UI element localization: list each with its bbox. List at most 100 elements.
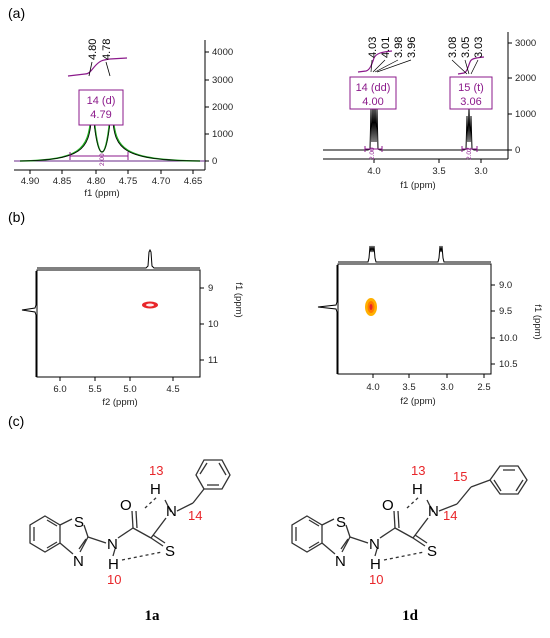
atom-n: N [335, 553, 346, 570]
atom-s: S [74, 514, 84, 531]
peak-label: 4.03 [367, 37, 379, 58]
panel-b-left-2d-spectrum: 9 10 11 f1 (ppm) 6.0 5.5 5.0 4.5 f2 (ppm… [21, 248, 244, 408]
y-ticks: 4000 3000 2000 1000 0 [205, 47, 233, 167]
y-axis-label: f1 (ppm) [233, 282, 244, 317]
multiplet-label: 14 (dd) [356, 82, 391, 94]
x-tick-label: 4.90 [21, 176, 40, 187]
spectrum-trace [19, 113, 201, 162]
x-tick-label: 4.80 [87, 176, 106, 187]
integral-region [461, 146, 478, 152]
y-tick-label: 4000 [212, 47, 233, 58]
atom-n: N [369, 536, 380, 553]
atom-number: 15 [453, 469, 467, 484]
x-axis-label: f1 (ppm) [84, 188, 119, 199]
atom-h: H [412, 481, 423, 498]
y-tick-label: 2000 [212, 102, 233, 113]
atom-number: 13 [149, 463, 163, 478]
x-axis-label: f2 (ppm) [102, 397, 137, 408]
x-tick-label: 4.0 [366, 382, 379, 393]
multiplet-label: 15 (t) [458, 82, 484, 94]
integral-value: 2.00 [369, 147, 376, 160]
y-tick-label: 3000 [212, 75, 233, 86]
y-tick-label: 3000 [515, 38, 536, 49]
x-tick-label: 5.5 [88, 384, 101, 395]
panel-a-left-spectrum: 4000 3000 2000 1000 0 4.90 4.85 4.80 4.7… [14, 39, 233, 199]
left-projection [317, 265, 338, 374]
y-tick-label: 1000 [212, 129, 233, 140]
y-ticks: 3000 2000 1000 0 [508, 38, 536, 156]
multiplet-box [449, 76, 493, 110]
x-tick-label: 3.5 [432, 166, 445, 177]
multiplet-box [78, 89, 124, 126]
y-ticks: 9.0 9.5 10.0 10.5 [491, 280, 518, 370]
y-axis-label: f1 (ppm) [532, 304, 543, 339]
atom-h: H [150, 481, 161, 498]
panel-label-b: (b) [8, 209, 25, 225]
atom-number: 14 [443, 508, 457, 523]
atom-n: N [428, 503, 439, 520]
y-tick-label: 9.5 [499, 306, 512, 317]
multiplet-box [349, 76, 397, 110]
atom-number: 10 [369, 572, 383, 587]
integral-value: 2.02 [466, 147, 473, 160]
peak-labels: 3.08 3.05 3.03 [447, 37, 485, 75]
peak-label: 3.08 [447, 37, 459, 58]
y-tick-label: 2000 [515, 73, 536, 84]
atom-s: S [165, 543, 175, 560]
x-tick-label: 6.0 [53, 384, 66, 395]
phenyl-ring [489, 465, 528, 495]
x-ticks: 4.90 4.85 4.80 4.75 4.70 4.65 [21, 170, 203, 187]
peak-label: 4.80 [87, 39, 99, 60]
top-projection [338, 245, 491, 263]
atom-n: N [166, 503, 177, 520]
x-axis-label: f2 (ppm) [400, 396, 435, 407]
top-projection [37, 248, 200, 269]
hydrogen-bond [383, 551, 425, 561]
y-tick-label: 0 [212, 156, 217, 167]
compound-label: 1a [145, 608, 161, 624]
peak-label: 3.03 [473, 37, 485, 58]
peak-labels: 4.03 4.01 3.98 3.96 [367, 37, 418, 73]
y-tick-label: 1000 [515, 109, 536, 120]
y-tick-label: 11 [208, 355, 218, 366]
peak-labels: 4.80 4.78 [87, 39, 113, 77]
hydrogen-bond [144, 495, 159, 509]
x-ticks: 4.0 3.5 3.0 [367, 159, 488, 177]
multiplet-label: 14 (d) [87, 95, 116, 107]
y-tick-label: 10 [208, 319, 219, 330]
x-tick-label: 4.75 [119, 176, 138, 187]
atom-o: O [120, 497, 132, 514]
x-tick-label: 2.5 [477, 382, 490, 393]
atom-number: 13 [411, 463, 425, 478]
cross-peak-center [369, 304, 373, 310]
atom-n: N [107, 536, 118, 553]
x-tick-label: 4.5 [166, 384, 179, 395]
spectrum-trace [323, 102, 508, 151]
y-tick-label: 10.5 [499, 359, 518, 370]
x-ticks: 6.0 5.5 5.0 4.5 [53, 377, 180, 395]
panel-b-right-2d-spectrum: 9.0 9.5 10.0 10.5 f1 (ppm) 4.0 3.5 3.0 2… [317, 245, 543, 407]
structure-1d-labels: S N O N H N H S 13 15 14 10 1d [335, 463, 467, 624]
x-tick-label: 4.70 [152, 176, 171, 187]
y-tick-label: 9 [208, 283, 213, 294]
structure-1a-labels: S N O N H N H S 13 14 10 1a [73, 463, 202, 624]
x-ticks: 4.0 3.5 3.0 2.5 [366, 374, 491, 393]
y-tick-label: 9.0 [499, 280, 512, 291]
x-tick-label: 4.65 [184, 176, 203, 187]
y-ticks: 9 10 11 [200, 283, 219, 366]
hydrogen-bond [121, 551, 163, 561]
hydrogen-bond [406, 495, 421, 509]
left-projection [21, 271, 37, 377]
x-tick-label: 4.0 [367, 166, 380, 177]
plot-frame [337, 263, 492, 375]
multiplet-shift: 3.06 [460, 96, 481, 108]
peak-label: 4.01 [380, 37, 392, 58]
panel-label-a: (a) [8, 5, 25, 21]
atom-h: H [370, 556, 381, 573]
x-tick-label: 5.0 [123, 384, 136, 395]
peak-label: 3.98 [393, 37, 405, 58]
atom-s: S [427, 543, 437, 560]
structure-1a [29, 459, 231, 561]
x-tick-label: 3.0 [440, 382, 453, 393]
